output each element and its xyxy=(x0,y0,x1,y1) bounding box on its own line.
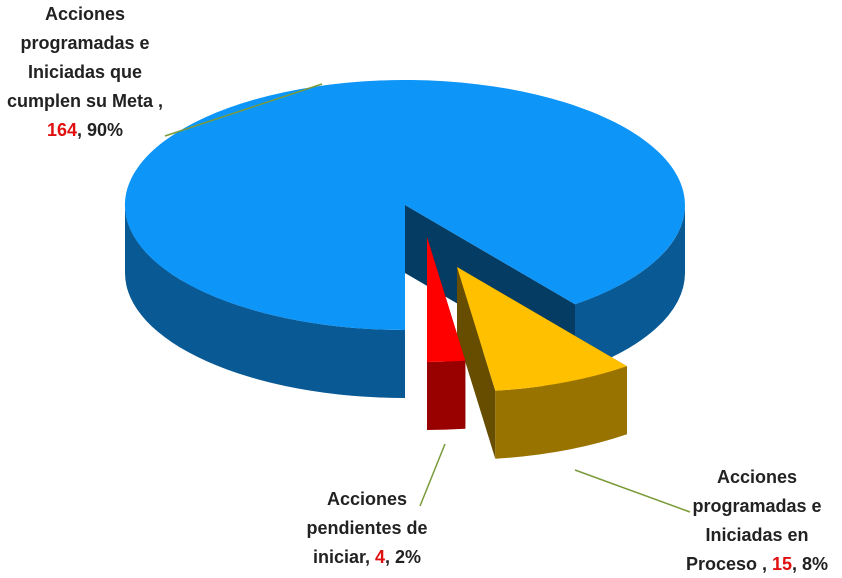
separator: , xyxy=(364,547,375,567)
slice-side xyxy=(427,360,466,430)
slice-cut-face xyxy=(457,267,496,459)
percent-label: 90% xyxy=(87,120,124,140)
leader-line xyxy=(164,83,323,137)
slice xyxy=(457,267,627,391)
separator: , xyxy=(158,91,164,111)
slice xyxy=(427,237,466,362)
value-label: 164 xyxy=(46,120,77,140)
leader-line xyxy=(574,469,691,513)
separator: , xyxy=(77,120,88,140)
slice-label: Acciones programadas e Iniciadas en Proc… xyxy=(672,463,842,578)
slice-side xyxy=(125,205,405,398)
value-label: 4 xyxy=(375,547,386,567)
slice-side xyxy=(575,205,685,373)
percent-label: 8% xyxy=(802,554,829,574)
value-label: 15 xyxy=(772,554,793,574)
category-name: Acciones programadas e Iniciadas en Proc… xyxy=(685,467,822,574)
slice-label: Acciones programadas e Iniciadas que cum… xyxy=(0,0,170,145)
separator: , xyxy=(761,554,772,574)
separator: , xyxy=(385,547,396,567)
slice-label: Acciones pendientes de iniciar, 4, 2% xyxy=(282,485,452,572)
percent-label: 2% xyxy=(395,547,422,567)
slice-side xyxy=(495,366,627,459)
category-name: Acciones pendientes de iniciar xyxy=(306,489,428,567)
leader-line xyxy=(419,443,446,507)
separator: , xyxy=(792,554,803,574)
category-name: Acciones programadas e Iniciadas que cum… xyxy=(6,4,158,111)
slice xyxy=(124,80,685,331)
